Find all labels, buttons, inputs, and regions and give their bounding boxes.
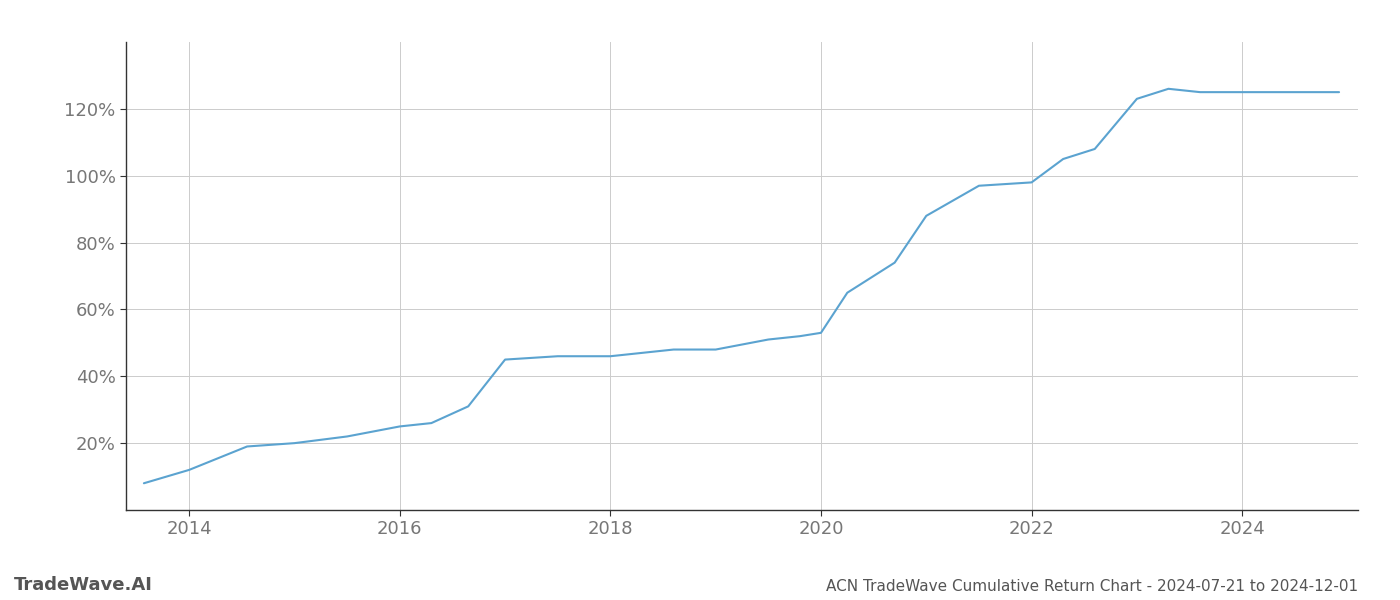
Text: ACN TradeWave Cumulative Return Chart - 2024-07-21 to 2024-12-01: ACN TradeWave Cumulative Return Chart - … xyxy=(826,579,1358,594)
Text: TradeWave.AI: TradeWave.AI xyxy=(14,576,153,594)
